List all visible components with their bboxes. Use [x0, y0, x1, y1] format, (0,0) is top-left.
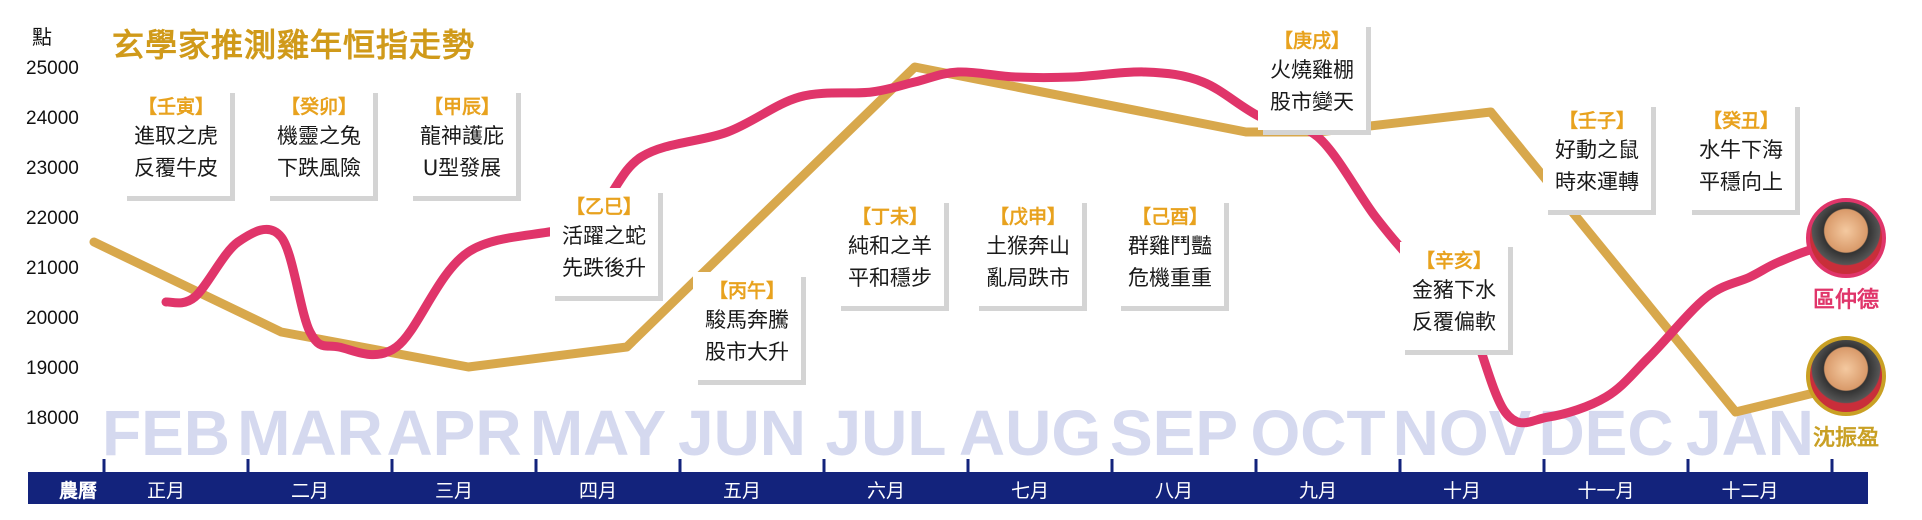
- y-tick-21000: 21000: [26, 258, 79, 279]
- lunar-month-axis: 農曆 正月 二月 三月 四月 五月 六月 七月 八月 九月 十月 十一月 十二月: [59, 459, 1834, 502]
- callout-l2: 反覆偏軟: [1412, 310, 1496, 334]
- y-tick-18000: 18000: [26, 408, 79, 429]
- callout-8: 【己酉】群雞鬥豔危機重重: [1116, 198, 1224, 306]
- analyst-name-shen: 沈振盈: [1812, 426, 1879, 451]
- lunar-month-2: 二月: [291, 480, 329, 502]
- month-bg-apr: APR: [386, 397, 521, 469]
- callout-9: 【庚戌】火燒雞棚股市變天: [1258, 22, 1366, 130]
- callout-l2: 危機重重: [1128, 266, 1212, 290]
- callout-stem: 【癸卯】: [280, 96, 357, 118]
- callout-10: 【辛亥】金豬下水反覆偏軟: [1400, 242, 1508, 350]
- callout-stem: 【庚戌】: [1273, 30, 1350, 52]
- month-bg-aug: AUG: [959, 397, 1101, 469]
- callout-2: 【癸卯】機靈之兔下跌風險: [265, 88, 373, 196]
- callout-stem: 【甲辰】: [423, 96, 500, 118]
- analyst-name-au: 區仲德: [1812, 288, 1879, 313]
- analyst-au: 區仲德: [1800, 198, 1892, 314]
- lunar-month-3: 三月: [435, 480, 473, 502]
- callout-l1: 純和之羊: [848, 234, 932, 258]
- y-tick-23000: 23000: [26, 158, 79, 179]
- series-line-au: [161, 67, 1870, 428]
- lunar-month-7: 七月: [1011, 480, 1049, 502]
- month-bg-oct: OCT: [1250, 397, 1385, 469]
- callout-l1: 龍神護庇: [420, 124, 504, 148]
- month-bg-sep: SEP: [1110, 397, 1238, 469]
- avatar-au: [1806, 198, 1886, 278]
- callout-l2: 亂局跌市: [986, 266, 1070, 290]
- callout-12: 【癸丑】水牛下海平穩向上: [1687, 102, 1795, 210]
- callout-l2: 時來運轉: [1555, 170, 1639, 194]
- callout-l1: 群雞鬥豔: [1128, 234, 1212, 258]
- callout-stem: 【丙午】: [708, 280, 785, 302]
- callout-stem: 【壬寅】: [137, 96, 214, 118]
- callout-l2: 先跌後升: [562, 256, 646, 280]
- callout-l1: 金豬下水: [1412, 278, 1496, 302]
- y-tick-25000: 25000: [26, 58, 79, 79]
- y-tick-22000: 22000: [26, 208, 79, 229]
- y-axis: 點 18000 19000 20000 21000 22000 23000 24000 2500…: [26, 25, 79, 429]
- callout-l2: 平穩向上: [1699, 170, 1783, 194]
- lunar-month-6: 六月: [867, 480, 905, 502]
- lunar-month-5: 五月: [723, 480, 761, 502]
- callout-l2: 平和穩步: [848, 266, 932, 290]
- callout-l2: U型發展: [422, 156, 502, 180]
- callout-l1: 土猴奔山: [986, 234, 1070, 258]
- callout-l1: 水牛下海: [1699, 138, 1783, 162]
- callout-stem: 【丁未】: [851, 206, 928, 228]
- callout-l1: 好動之鼠: [1555, 138, 1639, 162]
- callout-l1: 活躍之蛇: [562, 224, 646, 248]
- lunar-month-1: 正月: [147, 480, 185, 502]
- callout-stem: 【辛亥】: [1415, 250, 1492, 272]
- month-bg-may: MAY: [530, 397, 666, 469]
- y-tick-19000: 19000: [26, 358, 79, 379]
- lunar-label: 農曆: [59, 480, 97, 502]
- callout-6: 【丁未】純和之羊平和穩步: [836, 198, 944, 306]
- callout-stem: 【己酉】: [1131, 206, 1208, 228]
- month-background-labels: FEB MAR APR MAY JUN JUL AUG SEP OCT NOV DEC JAN: [102, 397, 1814, 469]
- chart-title: 玄學家推測雞年恒指走勢: [112, 26, 476, 64]
- avatar-shen: [1806, 336, 1886, 416]
- callout-l1: 駿馬奔騰: [705, 308, 789, 332]
- month-bg-mar: MAR: [237, 397, 383, 469]
- callout-5: 【丙午】駿馬奔騰股市大升: [693, 272, 801, 380]
- lunar-month-band: [28, 472, 1868, 504]
- callout-7: 【戊申】土猴奔山亂局跌市: [974, 198, 1082, 306]
- lunar-month-9: 九月: [1299, 480, 1337, 502]
- y-unit-label: 點: [32, 25, 52, 49]
- callout-stem: 【乙巳】: [565, 196, 642, 218]
- callout-l2: 股市變天: [1270, 90, 1354, 114]
- lunar-month-12: 十二月: [1721, 480, 1778, 502]
- callout-l2: 下跌風險: [277, 156, 361, 180]
- callout-l1: 火燒雞棚: [1270, 58, 1354, 82]
- callout-stem: 【壬子】: [1558, 110, 1635, 132]
- month-bg-jun: JUN: [678, 397, 806, 469]
- series-line-shen: [89, 62, 1885, 417]
- month-bg-jul: JUL: [826, 397, 947, 469]
- y-tick-20000: 20000: [26, 308, 79, 329]
- callout-l1: 機靈之兔: [277, 124, 361, 148]
- month-bg-dec: DEC: [1538, 397, 1673, 469]
- analyst-shen: 沈振盈: [1800, 336, 1892, 452]
- callout-stem: 【癸丑】: [1702, 110, 1779, 132]
- lunar-month-8: 八月: [1155, 480, 1193, 502]
- callout-l2: 反覆牛皮: [134, 156, 218, 180]
- callout-4: 【乙巳】活躍之蛇先跌後升: [550, 188, 658, 296]
- lunar-month-11: 十一月: [1577, 480, 1634, 502]
- lunar-month-4: 四月: [579, 480, 617, 502]
- callout-l2: 股市大升: [705, 340, 789, 364]
- lunar-month-10: 十月: [1443, 480, 1481, 502]
- callout-stem: 【戊申】: [989, 206, 1066, 228]
- callout-1: 【壬寅】進取之虎反覆牛皮: [122, 88, 230, 196]
- y-tick-24000: 24000: [26, 108, 79, 129]
- callout-11: 【壬子】好動之鼠時來運轉: [1543, 102, 1651, 210]
- callout-l1: 進取之虎: [134, 124, 218, 148]
- month-bg-feb: FEB: [102, 397, 230, 469]
- month-bg-nov: NOV: [1393, 397, 1532, 469]
- callout-3: 【甲辰】龍神護庇 U型發展: [408, 88, 516, 196]
